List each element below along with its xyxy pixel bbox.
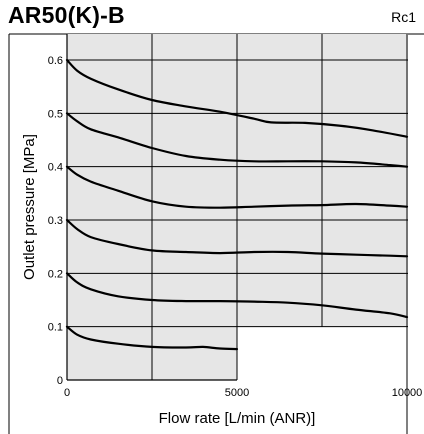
y-axis-label: Outlet pressure [MPa] bbox=[21, 134, 38, 280]
x-tick-label: 5000 bbox=[225, 387, 249, 399]
series-line-6 bbox=[65, 325, 239, 351]
series-line-1 bbox=[65, 58, 409, 138]
y-tick-label: 0.1 bbox=[48, 322, 63, 334]
y-tick-label: 0.4 bbox=[48, 162, 63, 174]
y-tick-label: 0.6 bbox=[48, 55, 63, 67]
series-line-3 bbox=[65, 165, 409, 209]
x-tick-label: 0 bbox=[64, 387, 70, 399]
y-tick-label: 0.3 bbox=[48, 215, 63, 227]
y-tick-label: 0.2 bbox=[48, 268, 63, 280]
x-tick-label: 10000 bbox=[392, 387, 423, 399]
chart-subtitle: Rc1 bbox=[391, 9, 416, 25]
series-line-5 bbox=[65, 272, 409, 319]
y-tick-label: 0.5 bbox=[48, 108, 63, 120]
y-tick-label: 0 bbox=[57, 375, 63, 387]
series-line-2 bbox=[65, 112, 409, 168]
chart-title: AR50(K)-B bbox=[8, 2, 125, 28]
x-axis-label: Flow rate [L/min (ANR)] bbox=[159, 410, 316, 427]
series-line-4 bbox=[65, 218, 409, 258]
